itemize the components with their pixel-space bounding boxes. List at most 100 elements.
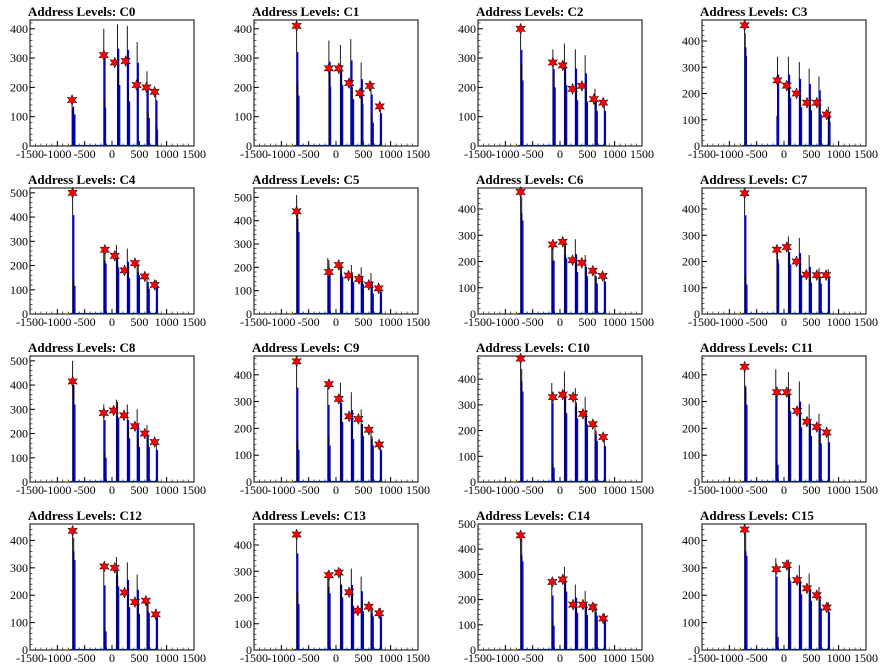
histogram-svg: Address Levels: C10 0 100 200 300 400 -1500 -10… bbox=[458, 340, 654, 497]
x-tick-label: -500 bbox=[298, 483, 320, 497]
peak-marker bbox=[323, 62, 335, 75]
x-tick-label: 0 bbox=[781, 147, 787, 161]
y-tick-label: 200 bbox=[10, 588, 28, 602]
y-tick-label: 0 bbox=[694, 643, 700, 657]
y-tick-label: 400 bbox=[10, 533, 28, 547]
y-tick-label: 0 bbox=[694, 307, 700, 321]
x-tick-label: 0 bbox=[333, 147, 339, 161]
plot-frame bbox=[477, 523, 643, 651]
y-tick-label: 0 bbox=[470, 307, 476, 321]
x-tick-label: 0 bbox=[557, 147, 563, 161]
peak-marker bbox=[547, 238, 559, 251]
x-tick-label: 1500 bbox=[182, 483, 206, 497]
peak-marker bbox=[109, 249, 121, 263]
x-tick-label: -500 bbox=[522, 483, 544, 497]
y-tick-label: 400 bbox=[682, 533, 700, 547]
x-tick-label: 500 bbox=[802, 483, 820, 497]
x-tick-label: 1500 bbox=[182, 651, 206, 665]
y-tick-label: 400 bbox=[682, 202, 700, 216]
x-tick-label: -1500 bbox=[16, 147, 44, 161]
x-tick-label: 500 bbox=[578, 315, 596, 329]
y-tick-label: 100 bbox=[10, 451, 28, 465]
histogram-panel-3: Address Levels: C3 0 100 200 300 400 -1500 -100… bbox=[672, 0, 896, 168]
peak-marker bbox=[363, 423, 375, 436]
y-tick-label: 100 bbox=[234, 284, 252, 298]
peak-marker bbox=[98, 406, 110, 420]
y-tick-label: 100 bbox=[234, 448, 252, 462]
x-tick-label: 1000 bbox=[155, 651, 179, 665]
peak-marker bbox=[791, 573, 803, 587]
peak-marker bbox=[120, 54, 132, 68]
peak-marker bbox=[291, 528, 302, 541]
peak-marker bbox=[811, 420, 823, 434]
histogram-svg: Address Levels: C2 0 100 200 300 400 -1500 -100… bbox=[458, 4, 654, 161]
y-tick-label: 0 bbox=[22, 139, 28, 153]
y-tick-label: 100 bbox=[458, 281, 476, 295]
peak-marker bbox=[577, 598, 589, 611]
peak-marker bbox=[363, 600, 375, 613]
x-tick-label: -1500 bbox=[240, 651, 268, 665]
x-tick-label: -500 bbox=[298, 147, 320, 161]
peak-marker bbox=[98, 560, 110, 573]
x-tick-label: -500 bbox=[74, 651, 96, 665]
histogram-svg: Address Levels: C14 0 100 200 300 400 500 -1500… bbox=[458, 508, 654, 665]
peak-marker bbox=[791, 255, 802, 268]
peak-marker bbox=[547, 390, 559, 404]
x-tick-label: 500 bbox=[354, 483, 372, 497]
panel-title: Address Levels: C14 bbox=[476, 508, 590, 523]
x-tick-label: -1000 bbox=[267, 315, 295, 329]
peak-marker bbox=[108, 404, 119, 417]
y-tick-label: 100 bbox=[234, 110, 252, 124]
x-tick-label: -1500 bbox=[16, 315, 44, 329]
peak-marker bbox=[801, 415, 813, 428]
peak-marker bbox=[811, 96, 823, 109]
x-tick-label: 1000 bbox=[603, 651, 627, 665]
x-tick-label: 500 bbox=[578, 651, 596, 665]
y-tick-label: 100 bbox=[10, 616, 28, 630]
y-tick-label: 300 bbox=[10, 234, 28, 248]
histogram-panel-5: Address Levels: C5 0 100 200 300 400 500 -1500-… bbox=[224, 168, 448, 336]
peak-marker bbox=[343, 76, 355, 90]
peak-marker bbox=[821, 108, 832, 121]
x-tick-label: 0 bbox=[333, 651, 339, 665]
x-tick-label: -1000 bbox=[491, 651, 519, 665]
x-tick-label: -500 bbox=[298, 651, 320, 665]
x-tick-label: 0 bbox=[109, 483, 115, 497]
panel-title: Address Levels: C4 bbox=[28, 172, 136, 187]
x-tick-label: 1500 bbox=[854, 483, 878, 497]
x-tick-label: -500 bbox=[522, 315, 544, 329]
peak-marker bbox=[149, 85, 160, 98]
peak-marker bbox=[781, 558, 793, 572]
peak-marker bbox=[821, 426, 832, 439]
peak-marker bbox=[119, 586, 130, 599]
plot-frame bbox=[701, 355, 867, 483]
y-tick-label: 100 bbox=[682, 113, 700, 127]
x-tick-label: 500 bbox=[354, 147, 372, 161]
x-tick-label: 0 bbox=[109, 147, 115, 161]
peak-marker bbox=[118, 409, 130, 422]
y-tick-label: 300 bbox=[234, 564, 252, 578]
x-tick-label: 1500 bbox=[630, 651, 654, 665]
y-tick-label: 0 bbox=[246, 307, 252, 321]
x-tick-label: 1500 bbox=[182, 315, 206, 329]
y-tick-label: 100 bbox=[234, 617, 252, 631]
peak-marker bbox=[140, 594, 152, 607]
x-tick-label: -1000 bbox=[715, 651, 743, 665]
plot-frame bbox=[253, 187, 419, 315]
peak-marker bbox=[291, 205, 302, 218]
peak-marker bbox=[129, 595, 141, 609]
peak-marker bbox=[801, 268, 812, 281]
x-tick-label: 0 bbox=[781, 651, 787, 665]
y-tick-label: 200 bbox=[682, 421, 700, 435]
y-tick-label: 0 bbox=[470, 139, 476, 153]
plot-frame bbox=[29, 19, 195, 147]
histogram-panel-11: Address Levels: C11 0 100 200 300 400 -1500 -10… bbox=[672, 336, 896, 504]
x-tick-label: 1000 bbox=[603, 147, 627, 161]
peak-marker bbox=[98, 48, 110, 62]
x-tick-label: 500 bbox=[578, 483, 596, 497]
y-tick-label: 300 bbox=[682, 395, 700, 409]
peak-marker bbox=[150, 608, 162, 621]
peak-marker bbox=[739, 360, 750, 373]
y-tick-label: 200 bbox=[234, 260, 252, 274]
x-tick-label: 1500 bbox=[182, 147, 206, 161]
